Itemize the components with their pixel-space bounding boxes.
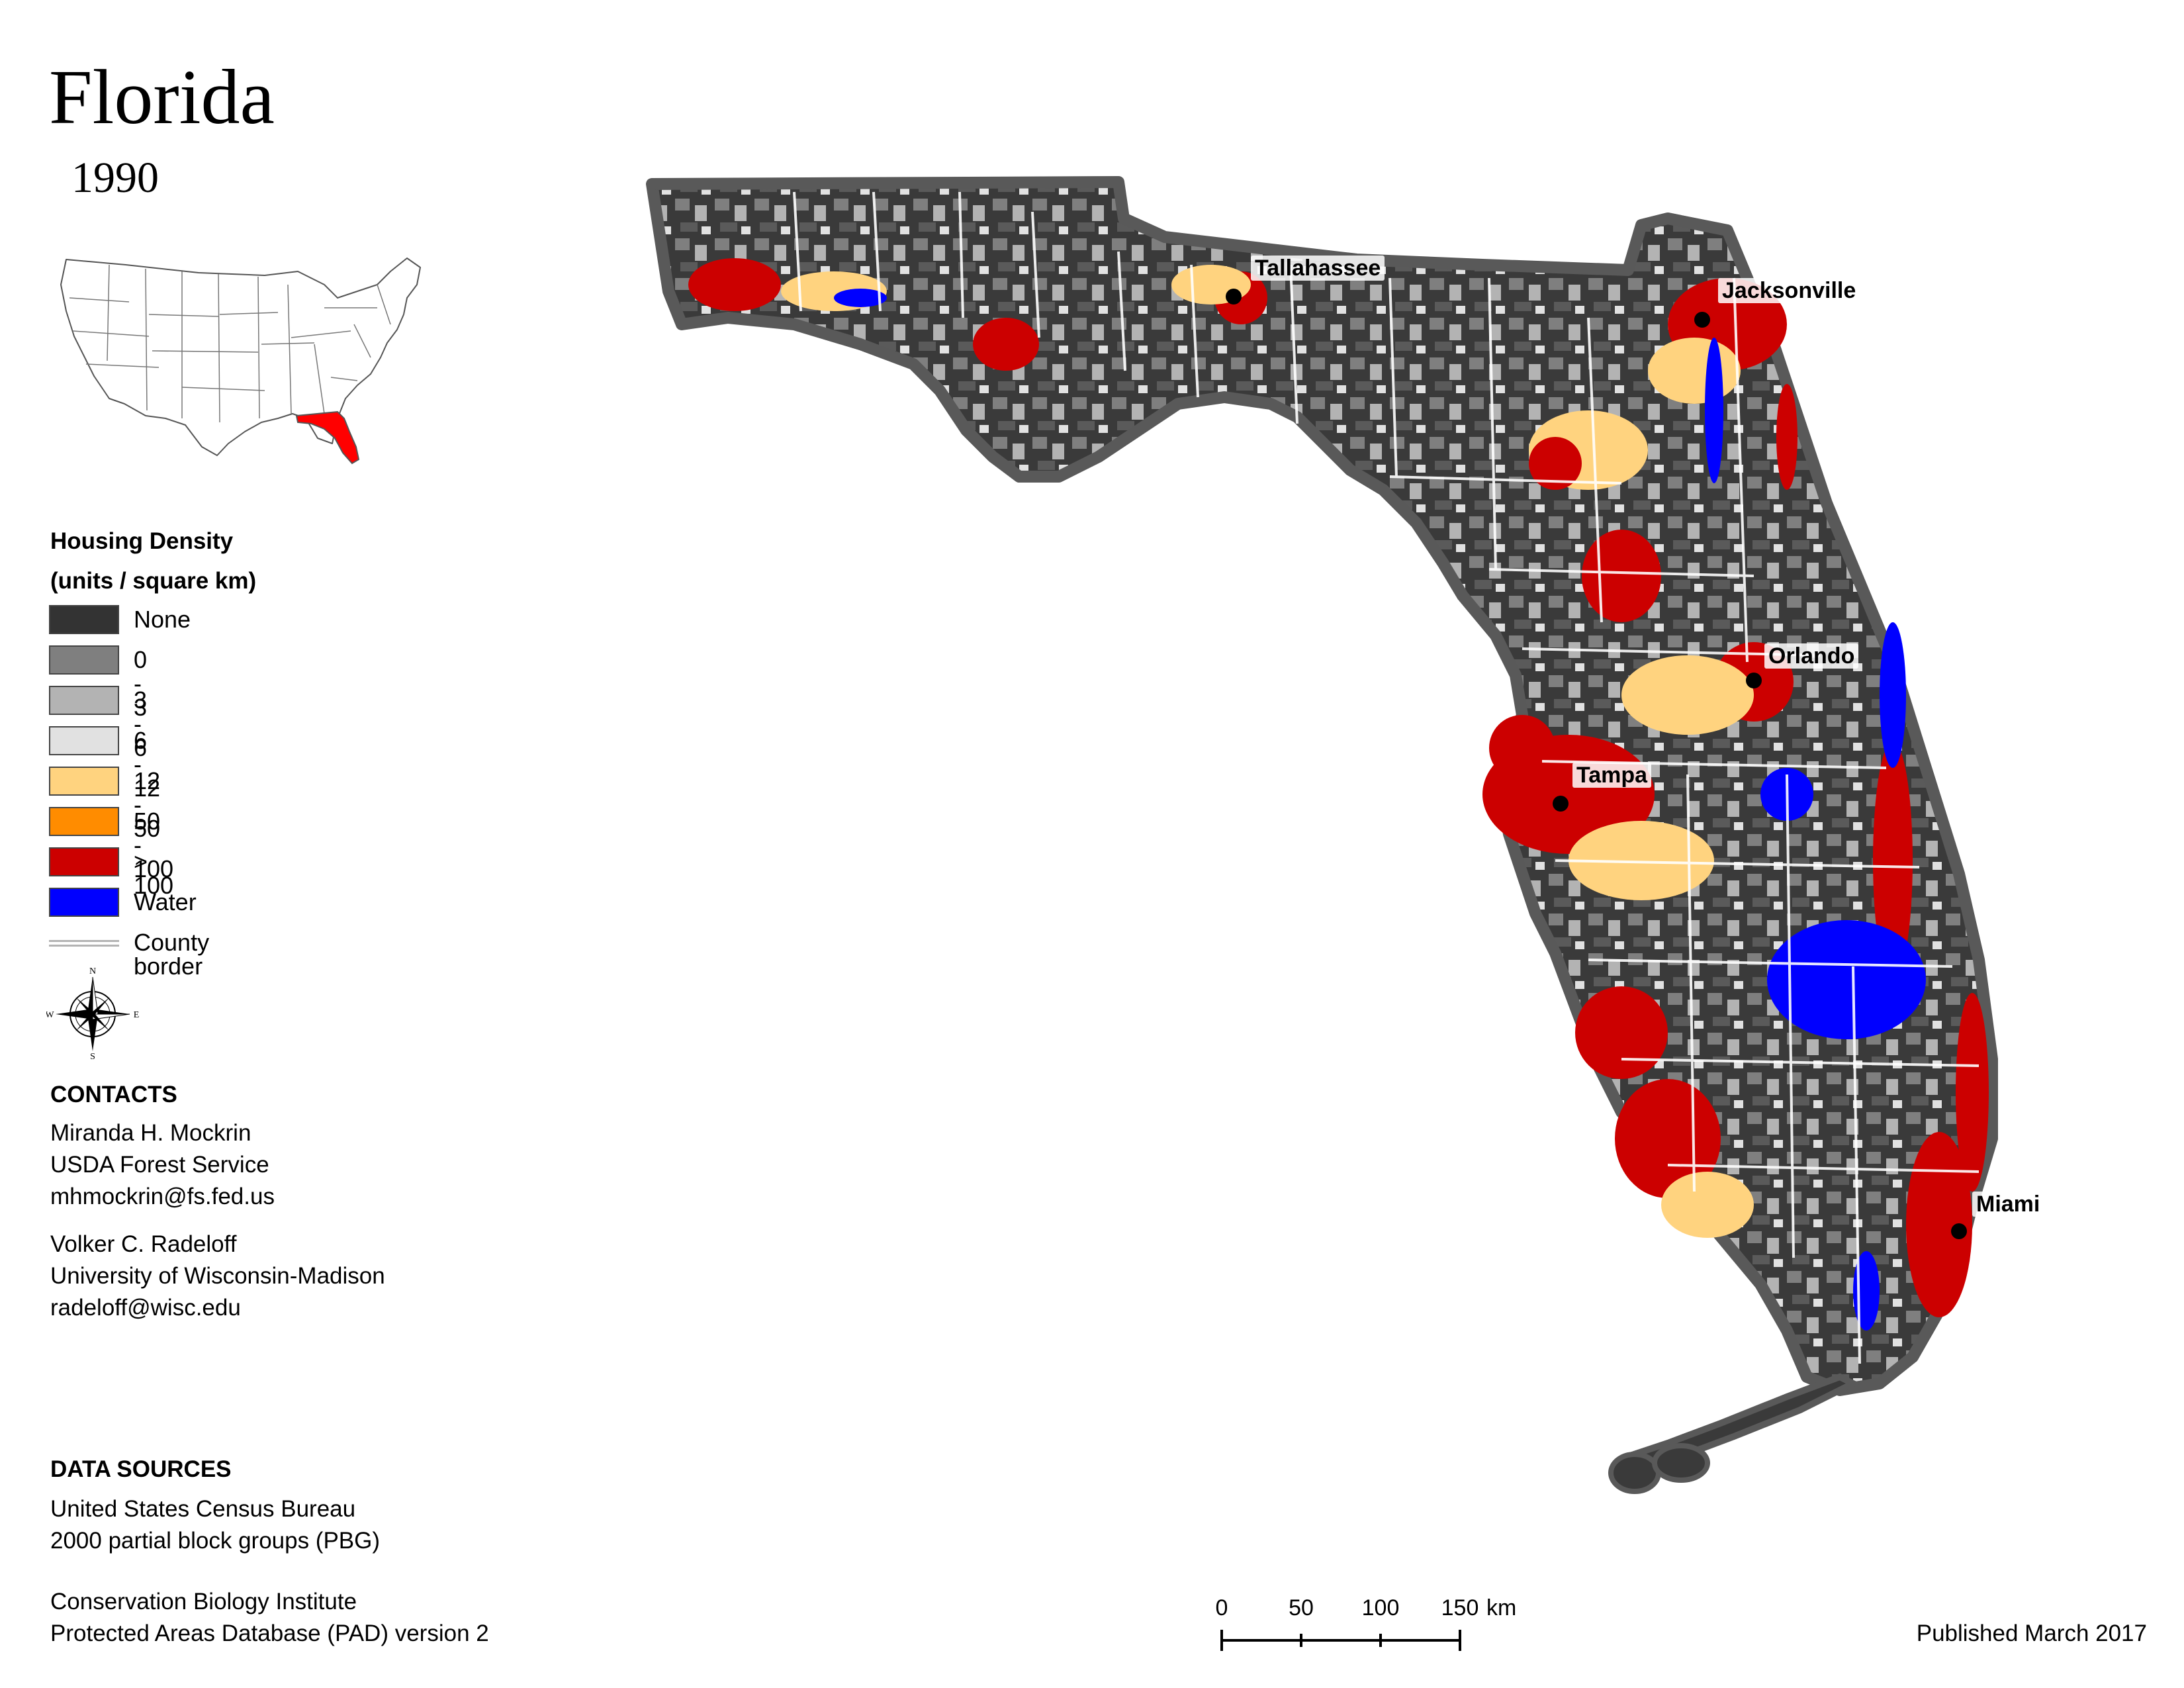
- legend-swatch: [49, 726, 119, 755]
- contact-name: Volker C. Radeloff: [50, 1231, 237, 1257]
- city-label-tampa: Tampa: [1572, 763, 1652, 788]
- contact-org: University of Wisconsin-Madison: [50, 1263, 385, 1289]
- city-label-miami: Miami: [1972, 1192, 2044, 1217]
- legend-label: 12 - 50: [134, 767, 161, 842]
- legend-swatch: [49, 767, 119, 796]
- legend-label: 0 - 3: [134, 646, 148, 721]
- contacts-heading: CONTACTS: [50, 1082, 177, 1107]
- legend-label: County border: [134, 929, 210, 980]
- legend-title: Housing Density: [50, 528, 234, 554]
- density-clusters: [688, 258, 1989, 1331]
- legend-label: 3 - 6: [134, 686, 148, 761]
- scale-bar: 0 50 100 150 km: [1216, 1595, 1516, 1651]
- compass-w: W: [46, 1010, 54, 1020]
- contact-org: USDA Forest Service: [50, 1152, 269, 1178]
- compass-rose-icon: N S E W: [46, 966, 139, 1059]
- contact-email: mhmockrin@fs.fed.us: [50, 1184, 275, 1209]
- map-title: Florida: [49, 54, 275, 140]
- legend-label: None: [134, 606, 191, 633]
- scale-unit: km: [1486, 1595, 1516, 1620]
- city-marker-miami: [1951, 1223, 1967, 1239]
- legend-label: Water: [134, 888, 197, 915]
- legend-swatch: [49, 807, 119, 836]
- source-line: United States Census Bureau: [50, 1496, 356, 1522]
- contact-email: radeloff@wisc.edu: [50, 1295, 241, 1321]
- legend-subtitle: (units / square km): [50, 568, 257, 594]
- scale-tick-label: 50: [1289, 1595, 1314, 1620]
- city-marker-tampa: [1553, 796, 1569, 812]
- scale-tick-label: 0: [1216, 1595, 1228, 1620]
- source-line: Conservation Biology Institute: [50, 1589, 357, 1615]
- county-borders: [793, 191, 1979, 1364]
- city-marker-orlando: [1746, 673, 1762, 688]
- compass-n: N: [89, 966, 96, 976]
- scale-tick-label: 100: [1362, 1595, 1400, 1620]
- city-label-tallahassee: Tallahassee: [1251, 256, 1385, 281]
- data-sources-heading: DATA SOURCES: [50, 1456, 232, 1482]
- source-line: Protected Areas Database (PAD) version 2: [50, 1620, 489, 1646]
- legend-label: 6 - 12: [134, 727, 161, 802]
- legend-swatch: [49, 888, 119, 917]
- compass-s: S: [90, 1052, 95, 1059]
- city-label-jacksonville: Jacksonville: [1718, 278, 1860, 303]
- city-marker-tallahassee: [1226, 289, 1242, 305]
- published-date: Published March 2017: [1916, 1620, 2147, 1646]
- legend-swatch: [49, 847, 119, 876]
- source-line: 2000 partial block groups (PBG): [50, 1528, 381, 1554]
- city-marker-jacksonville: [1694, 312, 1710, 328]
- legend-swatch: [49, 686, 119, 715]
- scale-tick-label: 150: [1441, 1595, 1479, 1620]
- legend-swatch: [49, 605, 119, 634]
- county-border-swatch: [49, 940, 119, 947]
- legend-label: 50 - 100: [134, 808, 174, 882]
- us-locator-map: [60, 258, 421, 465]
- legend-swatch: [49, 645, 119, 675]
- legend-label: > 100: [134, 848, 174, 899]
- compass-e: E: [134, 1010, 139, 1020]
- contact-name: Miranda H. Mockrin: [50, 1120, 251, 1146]
- city-markers: [1226, 289, 1967, 1239]
- city-label-orlando: Orlando: [1764, 643, 1859, 669]
- map-year: 1990: [71, 154, 159, 202]
- florida-highlight: [295, 410, 360, 465]
